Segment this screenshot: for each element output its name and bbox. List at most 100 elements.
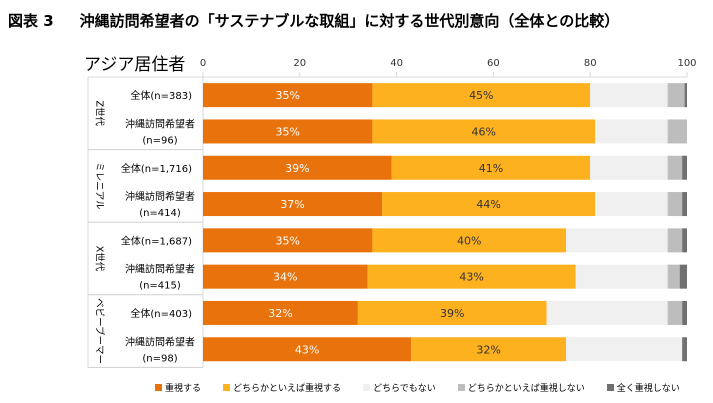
row-label-line: 全体(n=1,687) (121, 234, 192, 247)
bar-segment-4 (667, 155, 683, 180)
legend-item: どちらでもない (363, 381, 436, 394)
bar-segment-5 (682, 300, 687, 325)
bar-segment-4 (667, 119, 687, 144)
row-label-line: 沖縄訪問希望者 (125, 263, 195, 276)
bar-segment-1 (203, 228, 373, 253)
bar-segment-4 (667, 192, 683, 217)
bar-segment-5 (682, 337, 687, 362)
bar-data-label: 35% (275, 234, 299, 247)
bar-segment-2 (372, 83, 591, 108)
x-tick-label: 40 (390, 58, 403, 69)
row-label-line: 沖縄訪問希望者 (125, 335, 195, 348)
bar-segment-4 (667, 300, 683, 325)
legend-label: どちらでもない (373, 384, 436, 394)
bar-segment-1 (203, 337, 412, 362)
bar-data-label: 39% (440, 307, 464, 320)
legend-swatch (606, 384, 614, 391)
row-label: 全体(n=403) (130, 307, 192, 320)
bar-segment-3 (546, 300, 668, 325)
bar-data-label: 45% (469, 89, 493, 102)
bar-segment-2 (391, 155, 591, 180)
group-label: X世代 (94, 246, 106, 272)
row-label: 沖縄訪問希望者 (n=414) (125, 190, 195, 219)
legend-swatch (457, 384, 465, 391)
bar-segment-3 (566, 337, 683, 362)
x-tick-label: 0 (200, 58, 206, 69)
legend: 重視する どちらかといえば重視する どちらでもない どちらかといえば重視しない 全く重視… (155, 381, 702, 394)
bar-segment-2 (382, 192, 596, 217)
legend-item: どちらかといえば重視する (223, 381, 341, 394)
legend-label: どちらかといえば重視する (233, 384, 342, 394)
row-label-line: (n=414) (139, 208, 181, 219)
bar-segment-4 (667, 83, 685, 108)
bar-segment-2 (372, 228, 566, 253)
bar-data-label: 40% (457, 234, 481, 247)
bar-data-label: 35% (275, 125, 299, 138)
row-label-line: 沖縄訪問希望者 (125, 117, 195, 130)
legend-label: 重視する (165, 384, 202, 394)
figure-number: 図表 3 (8, 12, 54, 30)
bar-segment-5 (679, 264, 687, 289)
group-label: Z世代 (94, 101, 106, 127)
row-label: 沖縄訪問希望者 (n=98) (125, 335, 195, 364)
row-label: 全体(n=1,687) (121, 234, 192, 247)
bar-data-label: 43% (295, 343, 319, 356)
legend-item: 重視する (155, 381, 201, 394)
bar-segment-3 (575, 264, 668, 289)
group-label: ミレニアル (94, 162, 105, 210)
bar-data-label: 43% (459, 271, 483, 284)
x-tick-label: 20 (293, 58, 306, 69)
bar-data-label: 41% (479, 162, 503, 175)
bar-segment-3 (566, 228, 668, 253)
bar-data-label: 35% (275, 89, 299, 102)
legend-label: どちらかといえば重視しない (467, 384, 585, 394)
legend-swatch (223, 384, 231, 391)
bar-data-label: 34% (273, 271, 297, 284)
bar-segment-3 (595, 192, 668, 217)
chart-title: 図表 3 沖縄訪問希望者の「サステナブルな取組」に対する世代別意向（全体との比較） (8, 10, 619, 31)
bar-segment-3 (595, 119, 668, 144)
row-label: 沖縄訪問希望者 (n=96) (125, 117, 195, 146)
legend-item: 全く重視しない (606, 381, 680, 394)
bar-segment-5 (684, 83, 687, 108)
bar-segment-3 (590, 155, 668, 180)
legend-item: どちらかといえば重視しない (457, 381, 585, 394)
bar-segment-1 (203, 155, 392, 180)
row-label: 全体(n=1,716) (121, 162, 192, 175)
bar-data-label: 32% (476, 343, 500, 356)
bar-segment-2 (367, 264, 576, 289)
bar-segment-1 (203, 83, 373, 108)
bar-segment-1 (203, 264, 368, 289)
bar-segment-2 (372, 119, 596, 144)
row-label: 沖縄訪問希望者 (n=415) (125, 263, 195, 292)
row-label-line: 沖縄訪問希望者 (125, 190, 195, 203)
bar-data-label: 32% (268, 307, 292, 320)
bar-segment-5 (682, 155, 687, 180)
title-text: 沖縄訪問希望者の「サステナブルな取組」に対する世代別意向（全体との比較） (79, 12, 620, 30)
x-tick-label: 80 (584, 58, 597, 69)
bar-segment-1 (203, 192, 383, 217)
row-label-line: 全体(n=1,716) (121, 162, 192, 175)
legend-swatch (155, 384, 162, 391)
bar-segment-5 (682, 192, 687, 217)
bar-segment-4 (667, 264, 680, 289)
row-label-line: 全体(n=383) (130, 89, 192, 102)
bar-segment-1 (203, 119, 373, 144)
bar-data-label: 46% (471, 125, 495, 138)
bar-segment-1 (203, 300, 358, 325)
group-label: ベビーブーマー (94, 298, 106, 364)
bar-data-label: 39% (285, 162, 309, 175)
chart-subtitle: アジア居住者 (84, 55, 186, 75)
bar-segment-2 (411, 337, 566, 362)
row-label-line: (n=96) (142, 135, 177, 146)
legend-label: 全く重視しない (616, 384, 680, 394)
row-label-line: (n=98) (142, 353, 177, 364)
bar-data-label: 44% (476, 198, 500, 211)
x-tick-label: 60 (487, 58, 500, 69)
bar-segment-4 (667, 228, 683, 253)
bar-segment-5 (682, 228, 687, 253)
legend-swatch (363, 384, 371, 391)
row-label-line: (n=415) (139, 281, 181, 292)
row-label-line: 全体(n=403) (130, 307, 192, 320)
